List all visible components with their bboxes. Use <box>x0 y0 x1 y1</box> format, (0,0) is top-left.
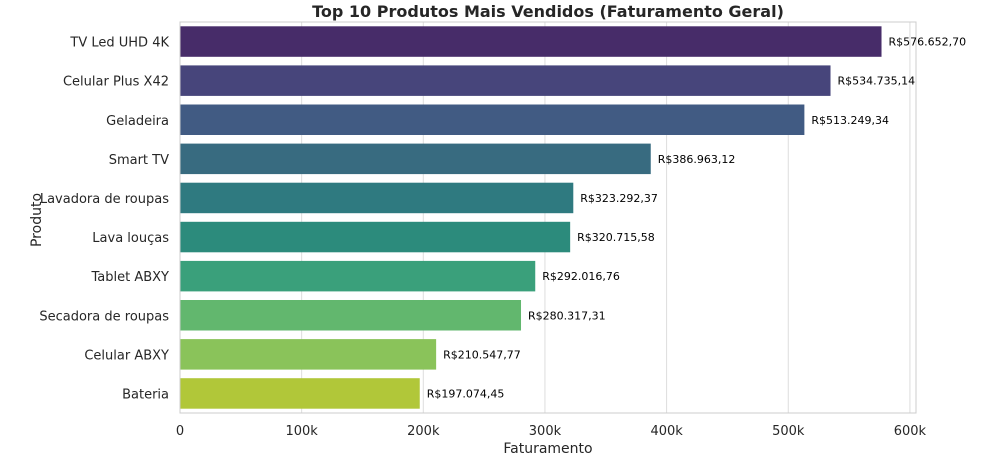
x-tick-labels: 0 100k 200k 300k 400k 500k 600k <box>176 424 927 439</box>
bar <box>180 339 437 370</box>
bar-value-label: R$210.547,77 <box>443 348 521 361</box>
y-tick-labels: TV Led UHD 4K Celular Plus X42 Geladeira Sm… <box>39 36 169 403</box>
x-tick-label: 0 <box>176 424 184 439</box>
bar <box>180 26 882 57</box>
bar <box>180 143 651 175</box>
x-tick-label: 500k <box>772 424 805 439</box>
x-tick-label: 400k <box>650 424 683 439</box>
y-tick-label: Secadora de roupas <box>39 309 169 324</box>
y-axis-label: Produto <box>29 193 45 247</box>
bar-value-label: R$292.016,76 <box>542 270 620 283</box>
bar-value-label: R$386.963,12 <box>658 153 736 166</box>
bar-value-label: R$576.652,70 <box>889 36 967 49</box>
x-tick-label: 200k <box>407 424 440 439</box>
bar-value-label: R$197.074,45 <box>427 387 505 400</box>
bars <box>180 26 882 409</box>
y-tick-label: Celular ABXY <box>84 348 169 363</box>
bar <box>180 182 574 214</box>
x-axis-label: Faturamento <box>503 441 592 457</box>
x-tick-label: 600k <box>894 424 927 439</box>
y-tick-label: Lava louças <box>92 231 169 246</box>
chart-title: Top 10 Produtos Mais Vendidos (Faturamen… <box>312 2 784 21</box>
bar <box>180 65 831 96</box>
y-tick-label: Bateria <box>122 387 169 402</box>
x-tick-label: 300k <box>529 424 562 439</box>
bar <box>180 104 805 135</box>
bar-value-label: R$280.317,31 <box>528 309 606 322</box>
y-tick-label: TV Led UHD 4K <box>69 36 169 51</box>
bar-value-label: R$534.735,14 <box>838 75 916 88</box>
plot-frame <box>179 21 917 414</box>
y-tick-label: Tablet ABXY <box>90 270 169 285</box>
bar <box>180 221 571 253</box>
x-tick-label: 100k <box>285 424 318 439</box>
bar <box>180 300 522 331</box>
bar-value-label: R$323.292,37 <box>580 192 658 205</box>
y-tick-label: Lavadora de roupas <box>40 192 169 207</box>
bar <box>180 378 420 409</box>
y-tick-label: Smart TV <box>109 153 169 168</box>
bar-value-label: R$320.715,58 <box>577 231 655 244</box>
y-tick-label: Geladeira <box>106 114 169 129</box>
bar-value-label: R$513.249,34 <box>811 114 889 127</box>
y-tick-label: Celular Plus X42 <box>63 75 169 90</box>
bar <box>180 260 536 292</box>
value-labels: R$576.652,70 R$534.735,14 R$513.249,34 R$38… <box>427 36 966 401</box>
